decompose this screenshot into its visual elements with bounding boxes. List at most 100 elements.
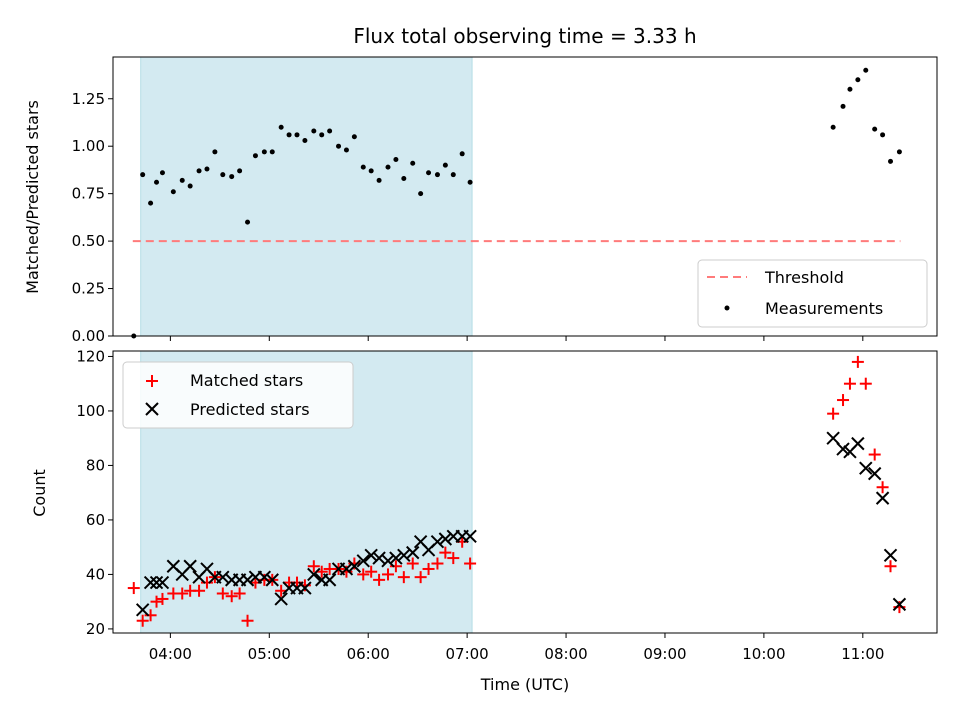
x-tick-label: 05:00 [248,645,291,663]
measurement-point [140,172,146,178]
x-tick-label: 04:00 [149,645,192,663]
measurement-point [847,86,853,92]
predicted-star-point [851,436,865,451]
measurement-point [159,170,165,176]
measurement-point [896,149,902,155]
matched-star-point [225,590,238,603]
matched-star-point [837,394,850,407]
measurement-point [401,175,407,181]
measurement-point [237,168,243,174]
predicted-star-point [298,581,312,595]
measurement-point [286,132,292,138]
matched-star-point [233,587,246,600]
measurement-point [360,164,366,170]
ratio-legend: Threshold Measurements [697,259,928,328]
x-tick-label: 07:00 [446,645,489,663]
matched-star-point [176,587,189,600]
predicted-star-point [372,551,386,565]
measurement-point [179,177,185,183]
x-tick-label: 08:00 [544,645,587,663]
count-legend: Matched stars Predicted stars [122,361,354,429]
measurement-point [368,168,374,174]
measurement-point [880,132,886,138]
predicted-star-point [274,592,288,606]
ratio-y-tick-label: 0.50 [72,232,105,250]
x-axis-label: Time (UTC) [480,675,569,694]
measurement-point [278,124,284,130]
matched-star-point [397,571,410,584]
predicted-star-point [826,431,840,445]
predicted-star-point [257,570,272,584]
matched-star-point [365,565,378,578]
predicted-star-point [430,535,445,549]
predicted-star-point [347,559,362,573]
matched-star-point [290,576,303,589]
matched-star-point [406,557,419,570]
ratio-y-tick-label: 1.00 [72,137,105,155]
predicted-star-point [406,545,420,560]
count-panel: 20 40 60 80 100 120 04:00 05:00 06:00 07:00 08:00 0… [30,347,938,694]
measurement-point [376,177,382,183]
predicted-star-point [875,491,890,505]
measurement-point [245,219,251,225]
measurement-point [327,128,333,134]
predicted-star-point [339,562,354,576]
matched-star-point [414,571,427,584]
measurement-point [261,149,267,155]
count-y-tick-label: 80 [86,456,105,474]
predicted-star-point [356,554,370,568]
predicted-star-point [149,575,164,590]
measurements-legend-label: Measurements [765,299,883,318]
predicted-star-point [859,461,873,475]
measurement-point [212,149,218,155]
measurement-point [311,128,317,134]
matched-star-point [431,557,444,570]
measurement-point [385,164,391,170]
matched-star-point [447,552,460,565]
count-y-axis-label: Count [30,469,49,517]
measurement-point [863,67,869,73]
count-y-tick-label: 20 [86,620,105,638]
count-legend-box [122,361,354,429]
predicted-star-point [463,529,477,543]
measurement-point [343,147,349,153]
count-panel-frame [112,350,938,634]
predicted-star-point [155,575,170,590]
measurement-point [840,103,846,109]
matched-star-point [843,377,856,390]
measurement-point [351,134,357,140]
matched-star-point [193,584,206,597]
matched-star-point [422,562,435,575]
predicted-star-point [438,532,453,546]
predicted-star-point [883,548,898,563]
matched-star-point [200,576,213,589]
measurement-point [434,172,440,178]
predicted-star-point [183,559,197,573]
measurement-point [393,156,399,162]
count-y-tick-label: 40 [86,565,105,583]
predicted-star-point [240,573,255,587]
predicted-star-point [216,570,230,584]
matched-star-point [216,587,229,600]
measurement-point [855,77,861,83]
matched-star-point [868,448,881,461]
matched-legend-label: Matched stars [190,371,303,390]
ratio-observing-span [140,56,473,337]
x-tick-label: 11:00 [841,645,884,663]
predicted-legend-swatch [145,402,159,416]
matched-star-point [464,557,477,570]
ratio-legend-box [697,259,928,328]
measurement-point [418,191,424,197]
predicted-star-point [322,573,337,587]
matched-star-point [876,481,889,494]
measurement-point [229,174,235,180]
count-y-tick-label: 60 [86,511,105,529]
predicted-star-point [836,442,850,456]
measurement-point [220,172,226,178]
matched-star-point [136,614,149,627]
matched-star-point [150,595,163,608]
predicted-star-point [892,597,907,612]
predicted-star-point [364,548,378,563]
predicted-legend-label: Predicted stars [190,400,310,419]
measurement-point [319,132,325,138]
